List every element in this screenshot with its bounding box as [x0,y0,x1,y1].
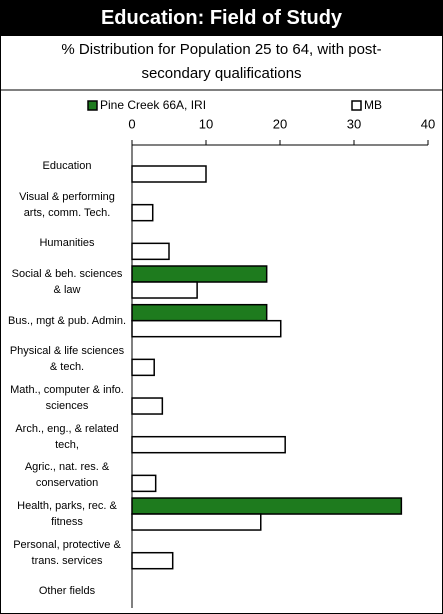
x-tick-label: 0 [128,116,135,131]
x-tick-label: 30 [347,116,361,131]
bar [131,281,198,299]
x-tick-label: 40 [421,116,435,131]
y-tick-label: Education [42,160,92,172]
bar [131,265,268,283]
bar [131,242,170,261]
chart-subtitle: % Distribution for Population 25 to 64, … [61,41,382,82]
y-tick-label: Arch., eng., & related tech, [15,422,119,451]
legend-swatch [351,100,362,111]
bar [131,165,207,183]
y-tick-label: Math., computer & info. sciences [10,384,124,413]
title-bar [0,0,443,36]
legend-label: MB [364,98,382,112]
chart-title: Education: Field of Study [100,7,343,29]
bar [131,474,157,493]
y-tick-label: Bus., mgt & pub. Admin. [8,314,127,327]
bar [131,203,154,222]
bar [131,358,155,377]
y-tick-label: Physical & life sciences & tech. [9,345,125,374]
bar [131,513,262,531]
legend-swatch [87,100,98,111]
y-tick-label: Agric., nat. res. & conservation [24,461,110,490]
y-tick-label: Social & beh. sciences & law [11,268,123,296]
bar [131,319,282,338]
bar [131,303,268,322]
bar [131,497,403,515]
y-tick-label: Humanities [39,237,95,250]
bar [131,435,286,454]
y-tick-label: Personal, protective & trans. services [13,538,121,567]
y-tick-label: Other fields [38,585,96,598]
legend-label: Pine Creek 66A, IRI [100,98,206,112]
bar [131,397,164,415]
x-tick-label: 10 [199,116,213,131]
x-tick-label: 20 [273,116,287,131]
y-tick-label: Health, parks, rec. & fitness [17,500,117,529]
y-tick-label: Visual & performing arts, comm. Tech. [19,190,115,219]
bar [131,551,174,570]
